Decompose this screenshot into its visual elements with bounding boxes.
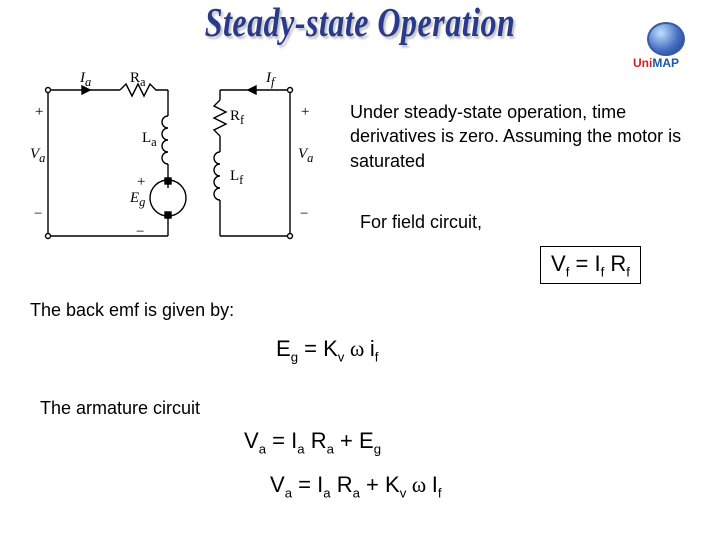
label-rf: Rf xyxy=(230,108,244,128)
page-title: Steady-state Operation xyxy=(205,0,516,47)
logo-right: MAP xyxy=(652,56,679,70)
field-circuit-label: For field circuit, xyxy=(360,212,482,233)
circuit-diagram: Ia Ra La + Va − + Eg − If Rf Lf + Va − xyxy=(30,76,325,256)
label-plus-eg: + xyxy=(136,174,146,191)
label-minus2: − xyxy=(300,206,308,223)
eq-va2: Va = Ia Ra + Kv ω If xyxy=(270,472,442,500)
label-lf: Lf xyxy=(230,168,243,188)
label-va: Va xyxy=(30,146,45,166)
intro-text: Under steady-state operation, time deriv… xyxy=(350,100,690,173)
label-plus1: + xyxy=(34,104,44,121)
eq-eg: Eg = Kv ω if xyxy=(276,336,378,364)
label-minus-eg: − xyxy=(136,224,144,241)
label-ia: Ia xyxy=(80,70,91,90)
back-emf-label: The back emf is given by: xyxy=(30,300,234,321)
eq-vf-box: Vf = If Rf xyxy=(540,246,641,284)
eq-va1: Va = Ia Ra + Eg xyxy=(244,428,381,456)
globe-icon xyxy=(647,22,685,56)
label-plus2: + xyxy=(300,104,310,121)
label-eg: Eg xyxy=(130,190,145,210)
label-vf: Va xyxy=(298,146,313,166)
label-ra: Ra xyxy=(130,70,146,90)
armature-label: The armature circuit xyxy=(40,398,200,419)
label-if: If xyxy=(266,70,274,90)
logo-left: Uni xyxy=(633,56,652,70)
label-la: La xyxy=(142,130,157,150)
logo-text: UniMAP xyxy=(633,56,679,70)
eq-vf: Vf = If Rf xyxy=(540,246,641,284)
circuit-svg xyxy=(30,76,325,256)
logo-unimap: UniMAP xyxy=(616,22,696,70)
label-minus1: − xyxy=(34,206,42,223)
